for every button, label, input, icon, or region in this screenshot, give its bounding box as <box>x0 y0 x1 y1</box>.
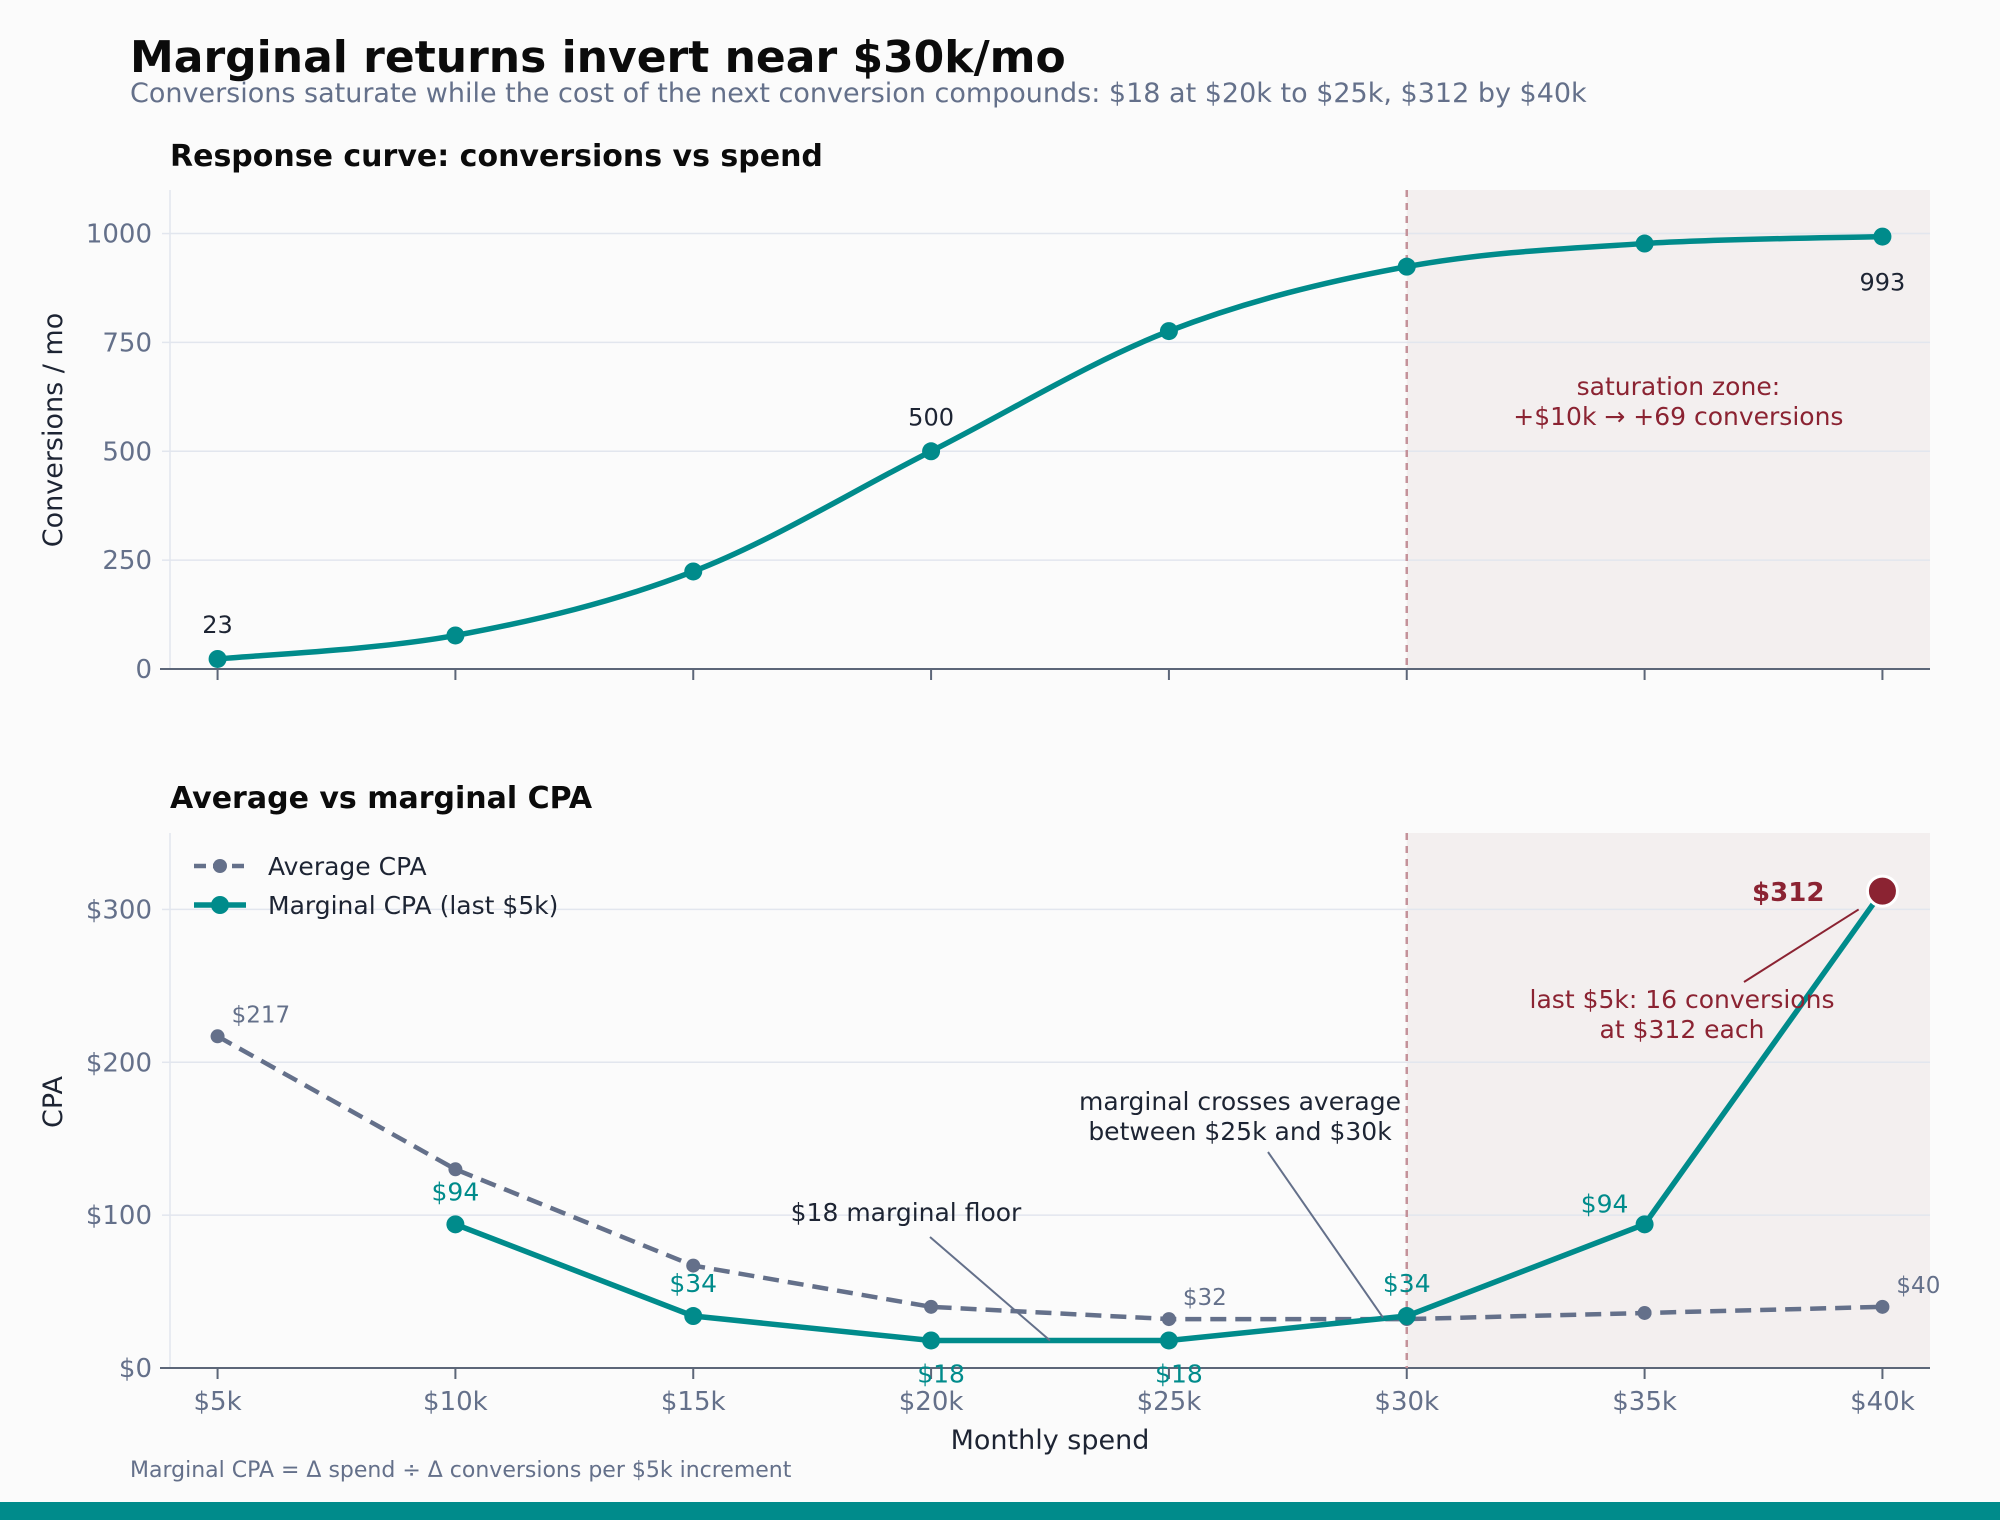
marginal-cpa-data-label: $34 <box>669 1269 717 1298</box>
p2-y-tick-label: $0 <box>119 1354 152 1384</box>
annotation-cross: marginal crosses average <box>1079 1087 1401 1116</box>
average-cpa-point <box>448 1162 463 1177</box>
marginal-cpa-peak-label: $312 <box>1752 878 1824 908</box>
p1-y-tick-label: 0 <box>135 655 152 685</box>
legend-average-label: Average CPA <box>268 852 427 881</box>
p1-y-tick-label: 1000 <box>86 220 152 250</box>
annotation-last-leader <box>1743 908 1860 983</box>
legend-average-marker <box>213 859 227 873</box>
average-cpa-point <box>210 1029 225 1044</box>
p2-x-tick-label: $5k <box>193 1387 241 1417</box>
marginal-cpa-point <box>922 1331 941 1350</box>
annotation-cross-leader <box>1267 1151 1384 1319</box>
p2-x-tick-label: $20k <box>899 1387 964 1417</box>
p2-y-tick-label: $100 <box>86 1201 152 1231</box>
footnote: Marginal CPA = Δ spend ÷ Δ conversions p… <box>130 1458 792 1483</box>
panel2-ylabel: CPA <box>38 1076 69 1128</box>
average-cpa-data-label: $40 <box>1896 1273 1940 1299</box>
panel1-title: Response curve: conversions vs spend <box>170 139 823 174</box>
p2-saturation-zone <box>1406 833 1930 1368</box>
p1-y-tick-label: 750 <box>102 328 152 358</box>
legend-marginal-label: Marginal CPA (last $5k) <box>268 891 558 920</box>
annotation-floor-leader <box>929 1236 1051 1342</box>
p2-y-tick-label: $300 <box>86 895 152 925</box>
marginal-cpa-data-label: $34 <box>1383 1269 1431 1298</box>
average-cpa-point <box>1875 1299 1890 1314</box>
marginal-cpa-point <box>446 1215 465 1234</box>
cpa-plot: $0 $100 $200 $300 $5k $10k $15k $20k $25k $30k $35… <box>86 833 1940 1417</box>
conversions-point <box>446 626 465 645</box>
p2-x-tick-label: $35k <box>1612 1387 1677 1417</box>
footer-accent-bar <box>0 1502 2000 1520</box>
p2-x-tick-label: $30k <box>1374 1387 1439 1417</box>
average-cpa-point <box>1161 1312 1176 1327</box>
annotation-floor: $18 marginal floor <box>791 1198 1022 1227</box>
marginal-cpa-data-label: $94 <box>432 1177 480 1206</box>
conversions-point <box>684 562 703 581</box>
conversions-data-label: 993 <box>1860 269 1906 297</box>
annotation-last: at $312 each <box>1600 1015 1765 1044</box>
panel1-ylabel: Conversions / mo <box>38 313 69 548</box>
conversions-point <box>1159 322 1178 341</box>
conversions-data-label: 23 <box>202 611 233 639</box>
average-cpa-line <box>216 1034 1883 1322</box>
average-cpa-data-label: $32 <box>1183 1285 1227 1311</box>
legend-marginal-marker <box>211 896 229 914</box>
p1-y-tick-label: 250 <box>102 546 152 576</box>
conversions-point <box>1397 257 1416 276</box>
p2-x-tick-label: $25k <box>1137 1387 1202 1417</box>
average-cpa-point <box>924 1299 939 1314</box>
saturation-annotation: saturation zone: <box>1577 372 1781 401</box>
conversions-point <box>208 649 227 668</box>
conversions-data-label: 500 <box>908 403 954 431</box>
marginal-cpa-data-label: $94 <box>1581 1189 1629 1218</box>
annotation-cross: between $25k and $30k <box>1088 1117 1392 1146</box>
panel2-title: Average vs marginal CPA <box>170 781 593 816</box>
p2-x-tick-label: $15k <box>661 1387 726 1417</box>
p2-x-tick-label: $10k <box>423 1387 488 1417</box>
saturation-annotation: +$10k → +69 conversions <box>1513 402 1843 431</box>
conversions-point <box>922 442 941 461</box>
p2-y-tick-label: $200 <box>86 1048 152 1078</box>
legend: Average CPA Marginal CPA (last $5k) <box>194 852 558 920</box>
conversions-point <box>1635 234 1654 253</box>
average-cpa-point <box>686 1258 701 1273</box>
annotation-last: last $5k: 16 conversions <box>1530 985 1835 1014</box>
panel2-xlabel: Monthly spend <box>951 1425 1150 1456</box>
chart-title: Marginal returns invert near $30k/mo <box>130 32 1066 83</box>
marginal-cpa-data-label: $18 <box>917 1359 965 1388</box>
p1-saturation-zone <box>1406 190 1930 669</box>
marginal-cpa-point <box>684 1307 703 1326</box>
average-cpa-data-label: $217 <box>232 1002 291 1028</box>
average-cpa-point <box>1637 1305 1652 1320</box>
p1-y-tick-label: 500 <box>102 437 152 467</box>
marginal-cpa-point <box>1159 1331 1178 1350</box>
conversions-line <box>214 233 1886 662</box>
conversions-point <box>1873 227 1892 246</box>
marginal-cpa-point <box>1635 1215 1654 1234</box>
p2-x-tick-label: $40k <box>1850 1387 1915 1417</box>
marginal-cpa-peak-point <box>1865 874 1899 908</box>
marginal-cpa-data-label: $18 <box>1155 1359 1203 1388</box>
chart-subtitle: Conversions saturate while the cost of t… <box>130 78 1587 109</box>
marginal-cpa-point <box>1397 1307 1416 1326</box>
response-curve-plot: 0 250 500 750 1000 23 500 993 saturation zone:+$… <box>86 190 1930 685</box>
